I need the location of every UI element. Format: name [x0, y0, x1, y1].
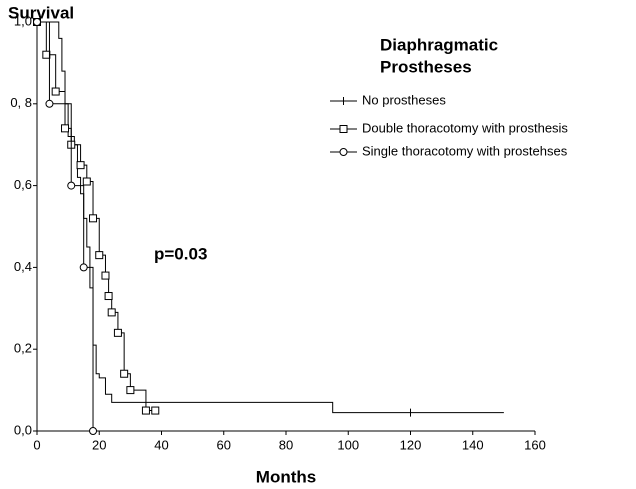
survival-curve [37, 21, 156, 412]
survival-curve [37, 21, 504, 414]
x-tick-label: 20 [92, 437, 106, 452]
x-tick-label: 40 [154, 437, 168, 452]
point-marker [120, 369, 129, 378]
legend-title: Prostheses [380, 57, 472, 76]
point-marker [151, 406, 160, 415]
x-tick-label: 100 [337, 437, 359, 452]
point-marker [76, 161, 85, 170]
point-marker [42, 50, 51, 59]
legend-label: Single thoracotomy with prostehses [362, 143, 568, 158]
legend-marker [339, 125, 348, 133]
point-marker [107, 308, 116, 317]
x-tick-label: 120 [400, 437, 422, 452]
x-tick-label: 0 [33, 437, 40, 452]
x-tick-label: 60 [217, 437, 231, 452]
x-tick-label: 160 [524, 437, 546, 452]
y-tick-label: 0, 8 [10, 95, 32, 110]
x-axis-label: Months [256, 467, 316, 486]
point-marker [95, 251, 104, 260]
point-marker [89, 427, 98, 435]
annotation: p=0.03 [154, 244, 207, 263]
y-tick-label: 0,6 [14, 177, 32, 192]
point-marker [61, 124, 70, 133]
y-tick-label: 0,4 [14, 259, 32, 274]
chart-title: Survival [8, 3, 74, 22]
legend-marker [339, 148, 348, 156]
point-marker [79, 263, 88, 272]
y-tick-label: 0,0 [14, 422, 32, 437]
point-marker [101, 271, 110, 280]
legend-title: Diaphragmatic [380, 35, 498, 54]
point-marker [89, 214, 98, 223]
point-marker [104, 292, 113, 301]
legend-label: No prostheses [362, 92, 446, 107]
legend-label: Double thoracotomy with prosthesis [362, 120, 568, 135]
point-marker [51, 87, 60, 96]
point-marker [82, 177, 91, 186]
point-marker [113, 328, 122, 337]
x-tick-label: 80 [279, 437, 293, 452]
point-marker [33, 18, 41, 26]
point-marker [45, 99, 54, 108]
point-marker [67, 181, 76, 190]
x-tick-label: 140 [462, 437, 484, 452]
y-tick-label: 0,2 [14, 341, 32, 356]
point-marker [141, 406, 150, 415]
point-marker [126, 386, 135, 395]
y-tick-label: 1,0 [14, 13, 32, 28]
